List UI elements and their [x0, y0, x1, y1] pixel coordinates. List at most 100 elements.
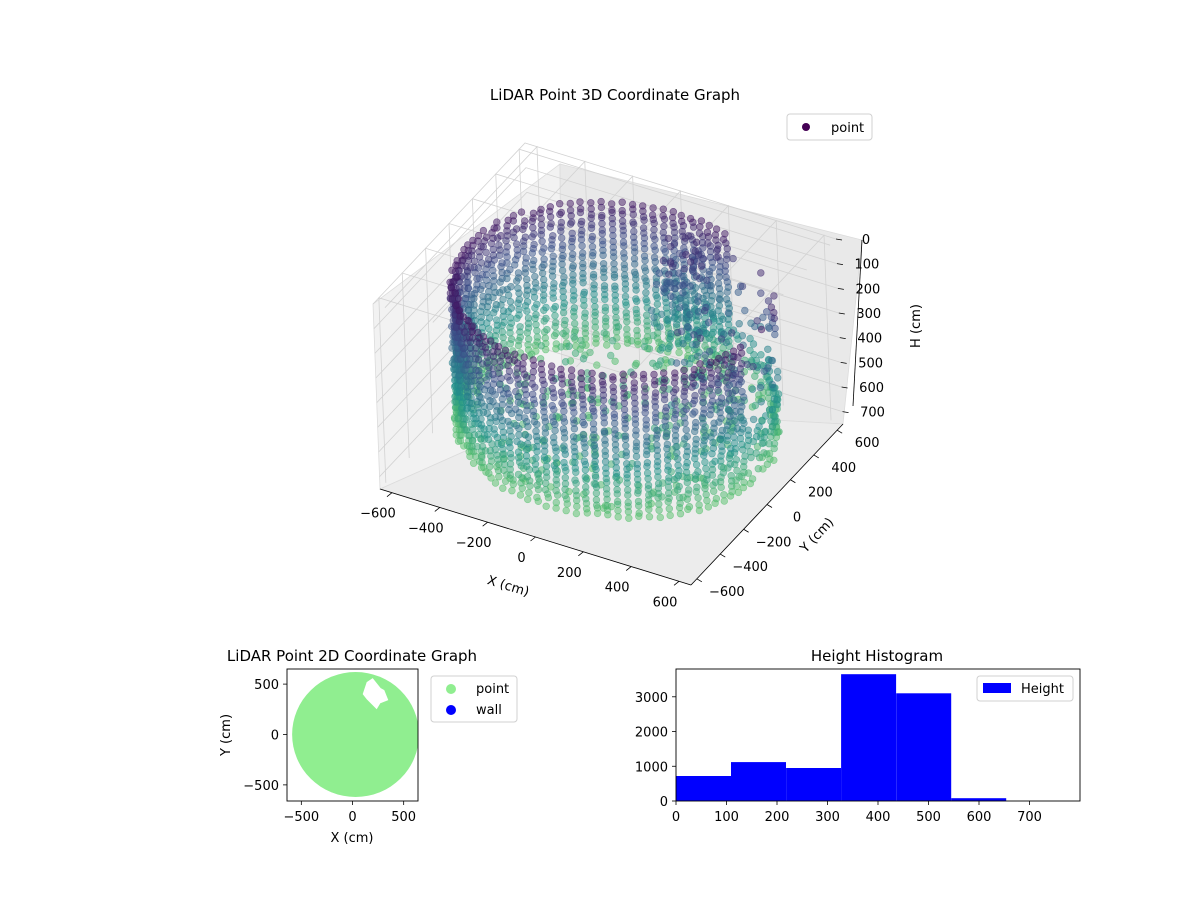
chart3d-point [727, 329, 736, 337]
chart3d-point [761, 412, 770, 420]
chart3d-point [606, 351, 615, 360]
hist-ytick-label: 1000 [635, 760, 668, 775]
chart3d-point [713, 245, 722, 253]
hist-xtick-label: 500 [916, 810, 941, 825]
chart3d-point [528, 380, 536, 388]
chart3d-point [667, 242, 675, 251]
chart3d-point [704, 239, 712, 247]
chart3d-point [571, 349, 580, 357]
chart3d-point [698, 366, 707, 374]
chart3d-point [477, 393, 485, 402]
chart3d-point [707, 406, 716, 414]
chart3d-point [613, 342, 621, 350]
chart3d-point [665, 474, 673, 482]
chart3d-point [725, 395, 734, 403]
chart3d-point [485, 314, 494, 322]
chart3d-point [692, 435, 700, 443]
chart3d-legend-label-point: point [831, 121, 864, 136]
chart3d-point [569, 392, 577, 400]
chart3d-point [590, 296, 599, 304]
chart3d-point [683, 447, 692, 456]
chart3d-point [673, 449, 681, 457]
chart3d-point [538, 393, 547, 401]
chart3d-ztick [841, 386, 848, 389]
chart3d-gridline-z [372, 142, 837, 305]
chart3d-point [708, 310, 717, 319]
chart3d-point [602, 464, 610, 472]
chart3d-point [532, 284, 540, 292]
chart3d-point [501, 477, 510, 485]
chart3d-point [560, 299, 568, 307]
chart3d-point [507, 319, 516, 327]
chart3d-point [511, 405, 520, 413]
chart2d-ytick-label: 0 [271, 728, 279, 743]
chart3d-point [649, 232, 658, 240]
chart3d-point [650, 242, 658, 250]
chart3d-point [629, 233, 638, 241]
chart3d-points [446, 197, 783, 522]
chart3d-point [657, 310, 666, 318]
chart3d-point [515, 289, 523, 297]
chart3d-point [768, 380, 776, 389]
chart3d-point [649, 204, 657, 212]
chart3d-point [577, 217, 586, 226]
chart3d-point [691, 418, 700, 427]
chart3d-point [771, 324, 779, 333]
chart3d-point [579, 279, 587, 287]
chart3d-point [504, 361, 512, 370]
chart3d-point [614, 323, 623, 331]
chart3d-point [717, 394, 726, 402]
chart3d-xtick [530, 536, 536, 542]
hist-xtick-label: 0 [672, 810, 680, 825]
chart3d-point [459, 313, 467, 321]
chart3d-point [581, 309, 589, 317]
chart3d-point [755, 391, 763, 399]
chart3d-point [462, 415, 471, 424]
chart3d-point [593, 509, 602, 518]
chart3d-ztick-label: 600 [859, 381, 884, 396]
chart3d-point [612, 313, 620, 322]
chart3d-ztick-label: 500 [858, 356, 883, 371]
chart3d-point [628, 200, 637, 209]
chart3d-point [505, 406, 513, 414]
chart3d-point [614, 513, 622, 521]
chart3d-ytick [743, 528, 749, 533]
chart3d-point [523, 307, 531, 315]
chart3d-point [608, 206, 616, 214]
chart3d-point [697, 262, 706, 270]
chart3d-point [484, 255, 493, 264]
chart3d-point [739, 393, 748, 401]
chart3d-gridline-z [375, 216, 839, 379]
chart3d-point [733, 424, 741, 433]
chart3d-point [533, 493, 541, 502]
chart3d-point [600, 282, 609, 290]
chart3d-point [611, 357, 619, 365]
chart3d-point [676, 296, 685, 305]
chart3d-point [515, 295, 523, 304]
chart3d-point [590, 281, 598, 289]
chart3d-point [490, 425, 498, 433]
chart3d-point [619, 231, 628, 240]
chart3d-point [660, 391, 669, 399]
chart3d-point [504, 216, 512, 225]
hist-xtick-label: 100 [714, 810, 739, 825]
chart3d-point [732, 418, 741, 426]
chart3d-point [491, 288, 499, 297]
chart3d-point [542, 303, 550, 312]
chart3d-point [610, 419, 619, 428]
chart3d-point [630, 254, 639, 263]
chart3d-point [668, 213, 677, 222]
chart3d-point [520, 217, 529, 225]
hist-ytick-label: 0 [660, 795, 668, 810]
chart3d-point [639, 207, 647, 215]
chart3d-point [700, 405, 708, 413]
chart3d-point [531, 466, 540, 474]
chart3d-ytick-label: 0 [793, 511, 801, 526]
chart3d-point [476, 383, 484, 391]
chart3d-point [682, 251, 690, 259]
chart3d-point [569, 415, 578, 424]
chart3d-xtick-label: 0 [517, 551, 525, 566]
chart3d-point [661, 422, 670, 431]
chart3d-point [520, 353, 528, 361]
chart3d-point [498, 401, 507, 409]
